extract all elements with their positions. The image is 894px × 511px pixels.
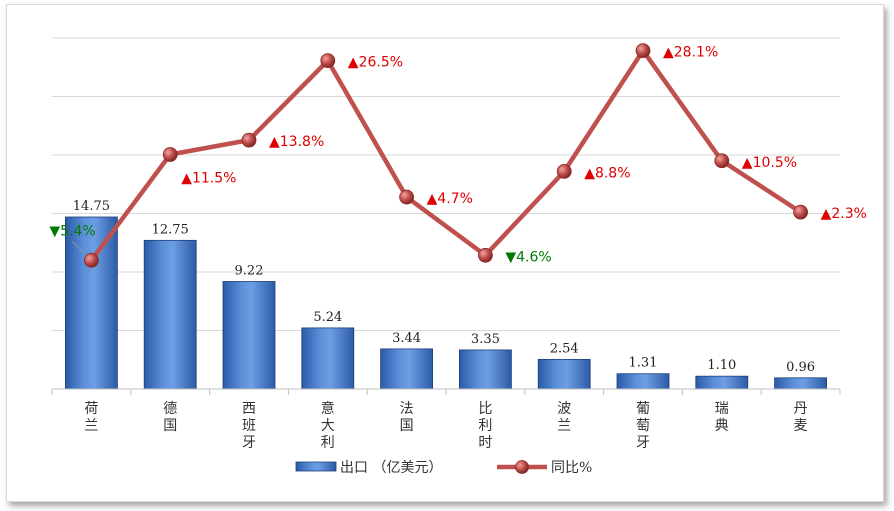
yoy-value-label: ▲8.8% bbox=[584, 165, 630, 181]
category-label: 班 bbox=[242, 418, 256, 434]
category-label: 葡 bbox=[636, 401, 650, 417]
yoy-value-label: ▲2.3% bbox=[821, 206, 867, 222]
category-label: 比 bbox=[478, 401, 492, 417]
line-point-9 bbox=[714, 153, 730, 169]
line-point-3 bbox=[241, 132, 257, 148]
bar-value-label: 3.44 bbox=[392, 331, 421, 346]
bar-7 bbox=[537, 358, 591, 390]
bar-value-label: 0.96 bbox=[786, 360, 815, 375]
category-label: 兰 bbox=[557, 418, 571, 434]
bar-3 bbox=[222, 281, 276, 390]
category-label: 法 bbox=[400, 401, 414, 417]
category-label: 牙 bbox=[242, 435, 256, 451]
category-label: 德 bbox=[163, 401, 177, 417]
bar-4 bbox=[301, 327, 355, 390]
yoy-value-label: ▲13.8% bbox=[269, 134, 324, 150]
category-label: 利 bbox=[321, 435, 335, 451]
legend-line-label: 同比% bbox=[551, 460, 592, 476]
line-point-7 bbox=[556, 164, 572, 179]
legend-bar-label: 出口 （亿美元） bbox=[340, 460, 442, 476]
category-label: 牙 bbox=[636, 435, 650, 451]
bar-value-label: 12.75 bbox=[152, 222, 189, 237]
category-label: 麦 bbox=[794, 418, 808, 434]
category-label: 西 bbox=[242, 401, 256, 417]
yoy-value-label: ▲28.1% bbox=[663, 45, 718, 61]
legend-line-marker bbox=[515, 460, 529, 474]
category-label: 典 bbox=[715, 418, 729, 434]
category-label: 瑞 bbox=[715, 401, 729, 417]
line-point-1 bbox=[84, 252, 99, 268]
yoy-value-label: ▼4.6% bbox=[505, 249, 551, 265]
category-label: 萄 bbox=[636, 418, 650, 434]
category-label: 国 bbox=[163, 418, 177, 434]
yoy-value-label: ▼5.4% bbox=[49, 223, 95, 239]
bar-5 bbox=[380, 348, 434, 390]
bar-value-label: 5.24 bbox=[313, 310, 342, 325]
bar-10 bbox=[774, 377, 827, 390]
bar-9 bbox=[695, 375, 749, 390]
category-label: 意 bbox=[321, 400, 335, 417]
line-point-6 bbox=[477, 247, 493, 263]
legend-bar-swatch bbox=[295, 461, 337, 472]
bar-1 bbox=[65, 216, 118, 390]
yoy-value-label: ▲10.5% bbox=[742, 155, 797, 171]
line-point-10 bbox=[793, 204, 808, 220]
category-label: 兰 bbox=[84, 418, 98, 434]
category-label: 波 bbox=[557, 401, 571, 417]
category-label: 丹 bbox=[794, 401, 808, 417]
category-label: 荷 bbox=[84, 401, 98, 417]
category-label: 利 bbox=[478, 418, 492, 434]
bar-8 bbox=[616, 373, 670, 390]
leader-line bbox=[72, 240, 84, 253]
line-point-2 bbox=[162, 147, 178, 162]
category-label: 国 bbox=[400, 418, 414, 434]
bar-value-label: 1.31 bbox=[629, 356, 658, 371]
bar-value-label: 9.22 bbox=[235, 263, 264, 278]
line-point-8 bbox=[635, 43, 651, 58]
bar-value-label: 1.10 bbox=[707, 358, 736, 373]
category-label: 大 bbox=[321, 418, 335, 434]
yoy-value-label: ▲26.5% bbox=[348, 55, 403, 71]
bar-value-label: 14.75 bbox=[73, 199, 110, 214]
bar-value-label: 2.54 bbox=[550, 341, 579, 356]
yoy-value-label: ▲4.7% bbox=[427, 191, 473, 207]
bar-value-label: 3.35 bbox=[471, 332, 500, 347]
bar-6 bbox=[458, 349, 512, 390]
bar-2 bbox=[143, 239, 197, 390]
line-point-4 bbox=[320, 53, 336, 69]
line-point-5 bbox=[399, 189, 415, 205]
yoy-value-label: ▲11.5% bbox=[181, 171, 236, 187]
yoy-line bbox=[89, 48, 803, 263]
category-label: 时 bbox=[478, 435, 492, 451]
